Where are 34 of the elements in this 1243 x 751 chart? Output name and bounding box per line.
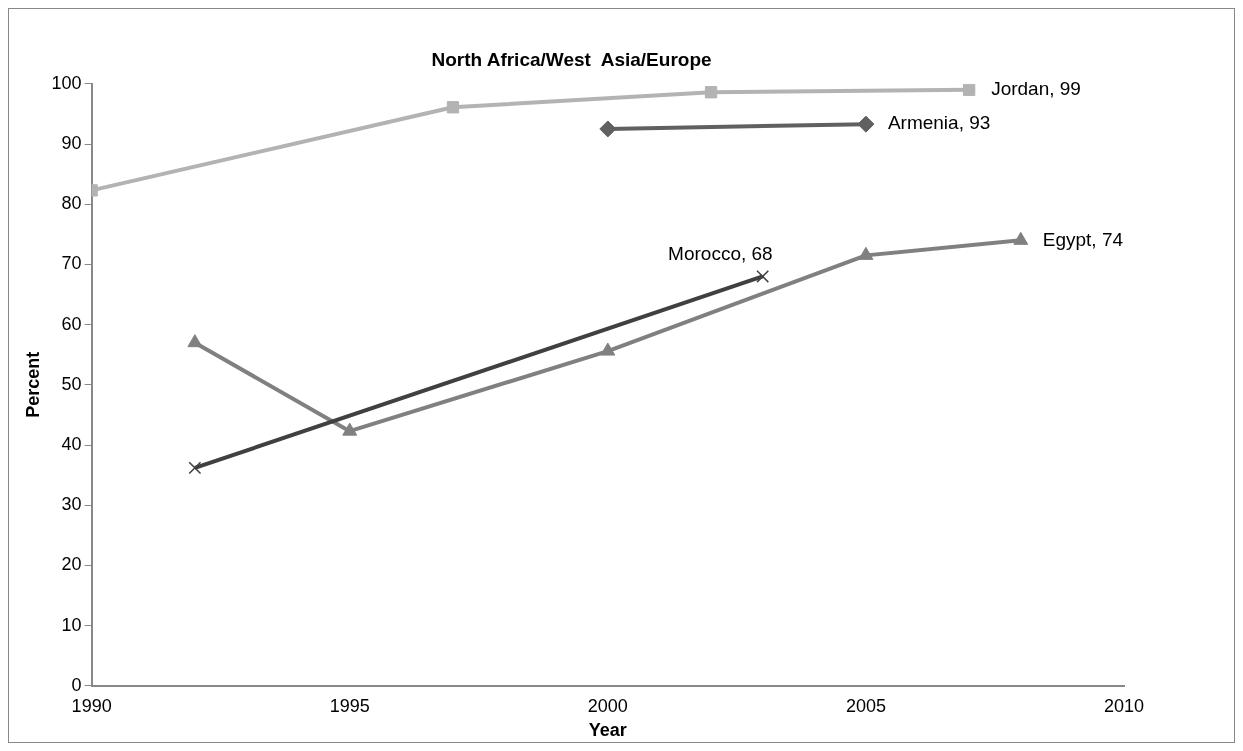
point xyxy=(756,270,770,283)
point xyxy=(704,86,718,99)
point xyxy=(962,83,976,96)
y-tick-label: 10 xyxy=(61,614,82,635)
point xyxy=(342,422,358,436)
y-tick-label: 90 xyxy=(61,132,82,153)
point xyxy=(446,101,460,114)
y-tick-label: 30 xyxy=(61,494,82,515)
y-tick-label: 20 xyxy=(61,554,82,575)
x-tick-label: 2000 xyxy=(587,695,628,716)
y-tick-label: 40 xyxy=(61,433,82,454)
y-tick-label: 80 xyxy=(61,193,82,214)
chart-title: North Africa/West Asia/Europe xyxy=(431,48,712,70)
point xyxy=(1013,231,1029,245)
annotation: Egypt, 74 xyxy=(1042,228,1124,250)
point xyxy=(187,334,203,348)
y-tick-label: 100 xyxy=(51,72,82,93)
x-axis-title: Year xyxy=(588,720,627,741)
y-tick-label: 60 xyxy=(61,313,82,334)
y-tick-label: 50 xyxy=(61,373,82,394)
y-tick-label: 0 xyxy=(71,674,82,695)
x-tick-label: 1995 xyxy=(329,695,370,716)
annotation: Armenia, 93 xyxy=(887,112,991,134)
point xyxy=(600,342,616,356)
point xyxy=(858,246,874,260)
point xyxy=(599,120,617,138)
y-axis-title: Percent xyxy=(22,351,43,418)
x-tick-label: 2010 xyxy=(1103,695,1145,716)
x-tick-label: 2005 xyxy=(845,695,886,716)
x-tick-label: 1990 xyxy=(71,695,112,716)
annotation: Jordan, 99 xyxy=(991,78,1081,100)
point xyxy=(857,115,875,133)
annotation: Morocco, 68 xyxy=(668,243,773,265)
y-tick-label: 70 xyxy=(61,253,82,274)
